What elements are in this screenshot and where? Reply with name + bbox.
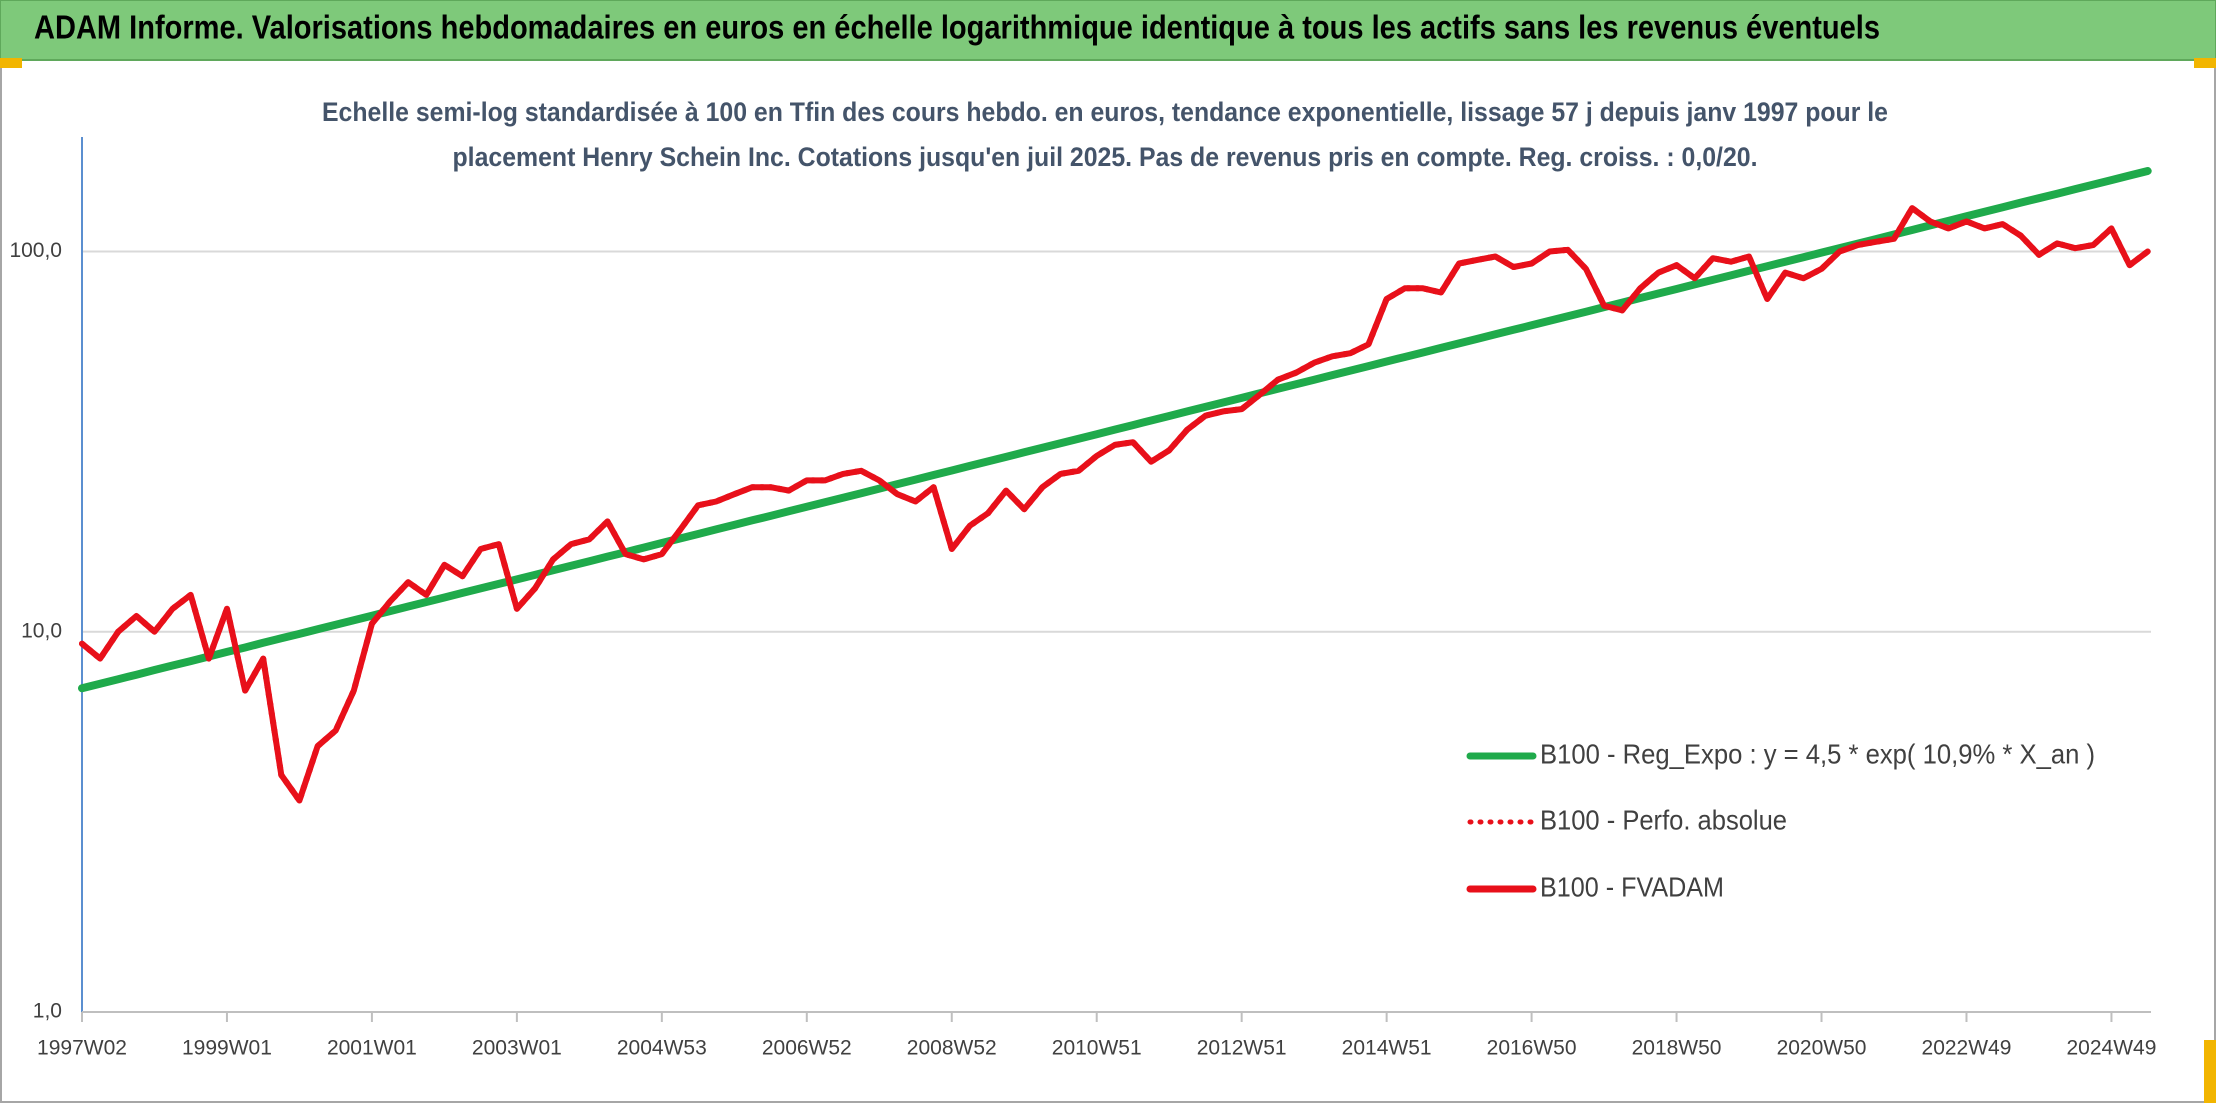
x-tick-label: 2012W51 [1197, 1037, 1287, 1060]
legend-label: B100 - Reg_Expo : y = 4,5 * exp( 10,9% *… [1540, 738, 2095, 769]
header-title: ADAM Informe. Valorisations hebdomadaire… [34, 9, 1880, 46]
series-line [79, 205, 2151, 804]
y-tick-label: 100,0 [9, 239, 62, 262]
header-bar [0, 0, 2216, 61]
x-tick-label: 2016W50 [1487, 1037, 1577, 1060]
y-tick-label: 1,0 [33, 1000, 62, 1023]
legend-label: B100 - FVADAM [1540, 871, 1724, 902]
x-tick-label: 2006W52 [762, 1037, 852, 1060]
x-tick-label: 2024W49 [2066, 1037, 2156, 1060]
x-tick-label: 2008W52 [907, 1037, 997, 1060]
x-tick-label: 2018W50 [1632, 1037, 1722, 1060]
x-tick-label: 2004W53 [617, 1037, 707, 1060]
x-tick-label: 2010W51 [1052, 1037, 1142, 1060]
x-tick-label: 2003W01 [472, 1037, 562, 1060]
series-line [78, 167, 2152, 693]
x-tick-label: 2014W51 [1342, 1037, 1432, 1060]
y-tick-label: 10,0 [21, 619, 62, 642]
x-tick-label: 2022W49 [1922, 1037, 2012, 1060]
legend-label: B100 - Perfo. absolue [1540, 804, 1787, 835]
corner-mark [2204, 1040, 2216, 1103]
x-tick-label: 2020W50 [1777, 1037, 1867, 1060]
subtitle: placement Henry Schein Inc. Cotations ju… [453, 142, 1758, 172]
corner-mark [2194, 58, 2216, 68]
corner-mark [0, 58, 22, 68]
x-tick-label: 1997W02 [37, 1037, 127, 1060]
x-tick-label: 2001W01 [327, 1037, 417, 1060]
subtitle: Echelle semi-log standardisée à 100 en T… [322, 97, 1888, 127]
x-tick-label: 1999W01 [182, 1037, 272, 1060]
